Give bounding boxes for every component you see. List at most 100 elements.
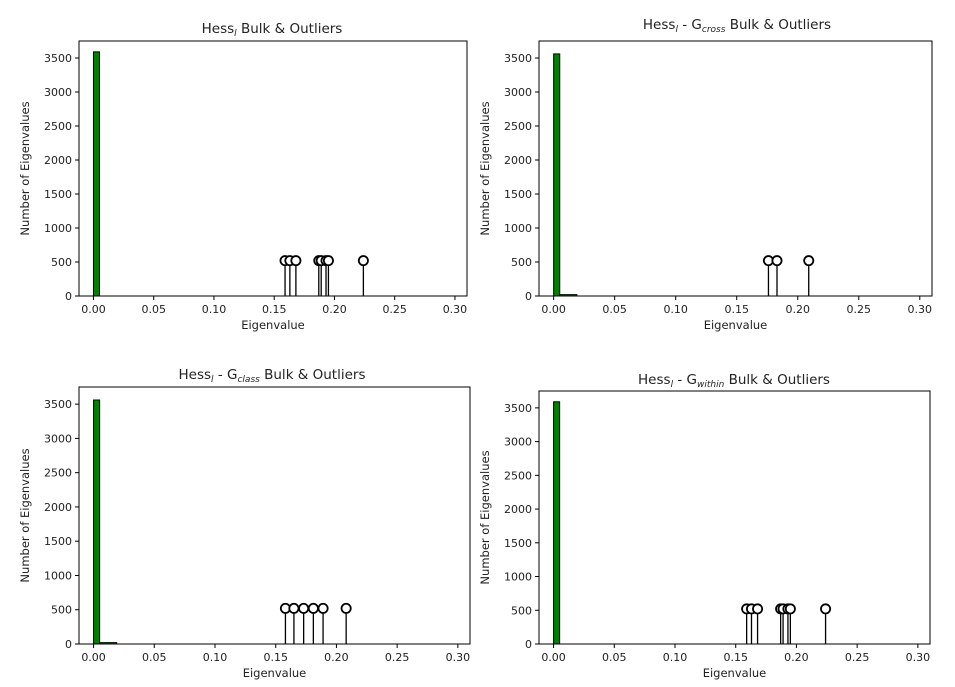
x-tick-label: 0.00 bbox=[541, 651, 566, 664]
chart-panel-4: Hessl - Gwithin Bulk & Outliers 0 500 1000 1… bbox=[478, 372, 931, 680]
x-tick-label: 0.30 bbox=[443, 303, 468, 316]
title-subscript: within bbox=[697, 380, 725, 390]
x-tick-label: 0.00 bbox=[541, 303, 566, 316]
y-tick-label: 0 bbox=[65, 290, 72, 303]
x-tick-label: 0.10 bbox=[202, 303, 227, 316]
x-tick-label: 0.25 bbox=[385, 651, 410, 664]
y-tick-label: 2000 bbox=[44, 501, 72, 514]
plot-frame bbox=[538, 390, 931, 645]
y-tick-label: 2500 bbox=[44, 120, 72, 133]
y-tick-label: 500 bbox=[51, 604, 72, 617]
title-part: - G bbox=[673, 372, 697, 388]
title-part: Bulk & Outliers bbox=[725, 17, 831, 33]
title-part: - G bbox=[678, 17, 702, 33]
y-tick-label: 1000 bbox=[44, 222, 72, 235]
x-tick-label: 0.05 bbox=[602, 303, 627, 316]
histogram-bar bbox=[92, 51, 100, 297]
chart-panel-1: Hessl Bulk & Outliers 0 500 1000 1500 2000 250… bbox=[18, 21, 468, 332]
x-tick-label: 0.20 bbox=[324, 651, 349, 664]
chart-title: Hessl Bulk & Outliers bbox=[202, 21, 343, 39]
title-part: Bulk & Outliers bbox=[237, 21, 343, 37]
y-tick-label: 3500 bbox=[504, 52, 532, 65]
y-tick-label: 500 bbox=[51, 256, 72, 269]
outlier-marker bbox=[307, 602, 319, 614]
outlier-marker bbox=[784, 603, 796, 615]
outlier-marker bbox=[803, 255, 815, 267]
title-part: Bulk & Outliers bbox=[724, 372, 830, 388]
outlier-marker bbox=[357, 255, 369, 267]
y-tick-label: 1000 bbox=[504, 222, 532, 235]
x-tick-label: 0.20 bbox=[322, 303, 347, 316]
x-tick-label: 0.00 bbox=[81, 651, 106, 664]
outlier-marker bbox=[752, 603, 764, 615]
x-tick-label: 0.05 bbox=[141, 303, 166, 316]
title-subscript: l bbox=[234, 29, 237, 39]
title-part: Hess bbox=[643, 17, 676, 33]
y-tick-label: 3500 bbox=[504, 402, 532, 415]
y-tick-label: 1500 bbox=[504, 188, 532, 201]
plot-frame bbox=[538, 40, 933, 297]
outlier-marker bbox=[340, 602, 352, 614]
x-tick-label: 0.10 bbox=[203, 651, 228, 664]
y-axis-label: Number of Eigenvalues bbox=[478, 101, 492, 235]
y-tick-label: 0 bbox=[525, 290, 532, 303]
outlier-marker bbox=[317, 602, 329, 614]
y-axis-label: Number of Eigenvalues bbox=[478, 450, 492, 584]
plot-frame bbox=[78, 386, 471, 645]
y-tick-label: 3000 bbox=[44, 432, 72, 445]
plot-frame bbox=[78, 40, 468, 297]
x-tick-label: 0.30 bbox=[446, 651, 471, 664]
y-tick-label: 1000 bbox=[504, 571, 532, 584]
x-axis-label: Eigenvalue bbox=[704, 318, 768, 332]
x-tick-label: 0.05 bbox=[602, 651, 627, 664]
y-tick-label: 2500 bbox=[504, 469, 532, 482]
y-tick-label: 3000 bbox=[44, 86, 72, 99]
y-tick-label: 2000 bbox=[504, 154, 532, 167]
histogram-bar bbox=[553, 401, 561, 645]
chart-title: Hessl - Gclass Bulk & Outliers bbox=[179, 367, 366, 385]
outlier-marker bbox=[298, 602, 310, 614]
histogram-bar bbox=[93, 399, 101, 645]
title-subscript: l bbox=[671, 380, 674, 390]
x-tick-label: 0.15 bbox=[723, 651, 748, 664]
title-part: Hess bbox=[202, 21, 235, 37]
title-subscript: l bbox=[675, 25, 678, 35]
x-tick-label: 0.15 bbox=[724, 303, 749, 316]
y-tick-label: 2500 bbox=[44, 467, 72, 480]
title-part: Hess bbox=[638, 372, 671, 388]
x-tick-label: 0.30 bbox=[906, 651, 931, 664]
x-tick-label: 0.00 bbox=[81, 303, 106, 316]
title-part: Hess bbox=[179, 367, 212, 383]
x-tick-label: 0.25 bbox=[382, 303, 407, 316]
chart-panel-2: Hessl - Gcross Bulk & Outliers 0 500 1000 15… bbox=[478, 17, 933, 332]
chart-panel-3: Hessl - Gclass Bulk & Outliers 0 500 1000 15… bbox=[18, 367, 471, 680]
y-tick-label: 2000 bbox=[504, 503, 532, 516]
x-tick-label: 0.15 bbox=[262, 303, 287, 316]
y-axis-label: Number of Eigenvalues bbox=[18, 448, 32, 582]
x-axis-label: Eigenvalue bbox=[703, 666, 767, 680]
y-tick-label: 500 bbox=[511, 256, 532, 269]
x-tick-label: 0.10 bbox=[663, 651, 688, 664]
x-axis-label: Eigenvalue bbox=[241, 318, 305, 332]
title-subscript: class bbox=[237, 375, 260, 385]
title-subscript: cross bbox=[702, 25, 726, 35]
x-tick-label: 0.20 bbox=[784, 651, 809, 664]
y-tick-label: 500 bbox=[511, 604, 532, 617]
y-tick-label: 2500 bbox=[504, 120, 532, 133]
outlier-marker bbox=[820, 603, 832, 615]
y-tick-label: 0 bbox=[65, 638, 72, 651]
y-tick-label: 3000 bbox=[504, 86, 532, 99]
title-part: - G bbox=[214, 367, 238, 383]
y-tick-label: 1500 bbox=[44, 535, 72, 548]
histogram-bar bbox=[553, 53, 561, 297]
title-part: Bulk & Outliers bbox=[260, 367, 366, 383]
x-tick-label: 0.25 bbox=[847, 303, 872, 316]
outlier-marker bbox=[290, 255, 302, 267]
x-tick-label: 0.10 bbox=[663, 303, 688, 316]
y-tick-label: 2000 bbox=[44, 154, 72, 167]
x-tick-label: 0.30 bbox=[908, 303, 933, 316]
x-tick-label: 0.25 bbox=[845, 651, 870, 664]
title-subscript: l bbox=[211, 375, 214, 385]
x-tick-label: 0.20 bbox=[785, 303, 810, 316]
